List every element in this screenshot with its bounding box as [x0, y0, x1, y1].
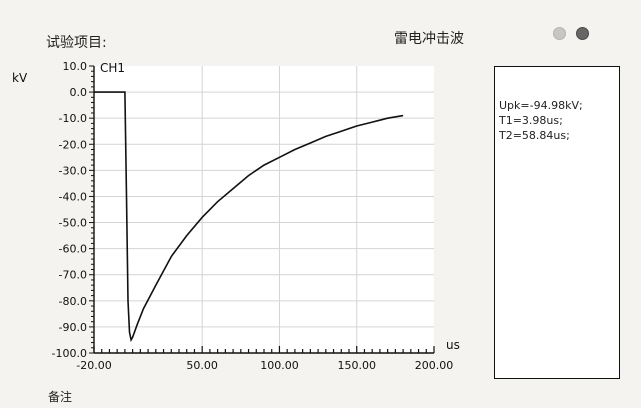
grid-lines — [94, 66, 434, 353]
readout-t2: T2=58.84us; — [499, 129, 570, 142]
x-tick-label: -20.00 — [76, 359, 111, 372]
x-tick-label: 150.00 — [337, 359, 376, 372]
x-axis-label: us — [446, 338, 460, 352]
channel-label: CH1 — [100, 61, 125, 75]
x-tick-label: 50.00 — [186, 359, 218, 372]
test-item-label: 试验项目: — [46, 35, 107, 51]
y-tick-label: -50.0 — [59, 217, 87, 230]
y-tick-label: -100.0 — [52, 347, 87, 360]
y-tick-label: -60.0 — [59, 243, 87, 256]
y-tick-labels: 10.0 0.0 -10.0 -20.0 -30.0 -40.0 -50.0 -60.0 -70… — [52, 60, 87, 360]
x-tick-labels: -20.00 50.00 100.00 150.00 200.00 — [76, 359, 453, 372]
x-tick-label: 200.00 — [415, 359, 454, 372]
readout-panel: Upk=-94.98kV; T1=3.98us; T2=58.84us; — [494, 66, 620, 379]
y-tick-label: 10.0 — [63, 60, 88, 73]
remark-label: 备注 — [48, 390, 73, 404]
y-tick-label: -90.0 — [59, 321, 87, 334]
y-tick-label: -70.0 — [59, 269, 87, 282]
wave-type-label: 雷电冲击波 — [394, 31, 464, 47]
y-tick-label: -20.0 — [59, 138, 87, 151]
readout-upk: Upk=-94.98kV; — [499, 99, 583, 112]
indicator-group — [553, 27, 589, 40]
y-tick-label: -40.0 — [59, 190, 87, 203]
y-tick-label: -10.0 — [59, 112, 87, 125]
axes — [89, 65, 435, 354]
series-group — [94, 91, 404, 343]
y-tick-label: 0.0 — [70, 86, 88, 99]
indicator-light-icon — [553, 27, 566, 40]
x-tick-label: 100.00 — [260, 359, 299, 372]
readout-t1: T1=3.98us; — [499, 114, 563, 127]
y-axis-label: kV — [12, 71, 28, 85]
indicator-dark-icon — [576, 27, 589, 40]
waveform-line — [94, 91, 404, 343]
y-tick-label: -80.0 — [59, 295, 87, 308]
y-tick-label: -30.0 — [59, 164, 87, 177]
plot-area — [94, 66, 434, 353]
